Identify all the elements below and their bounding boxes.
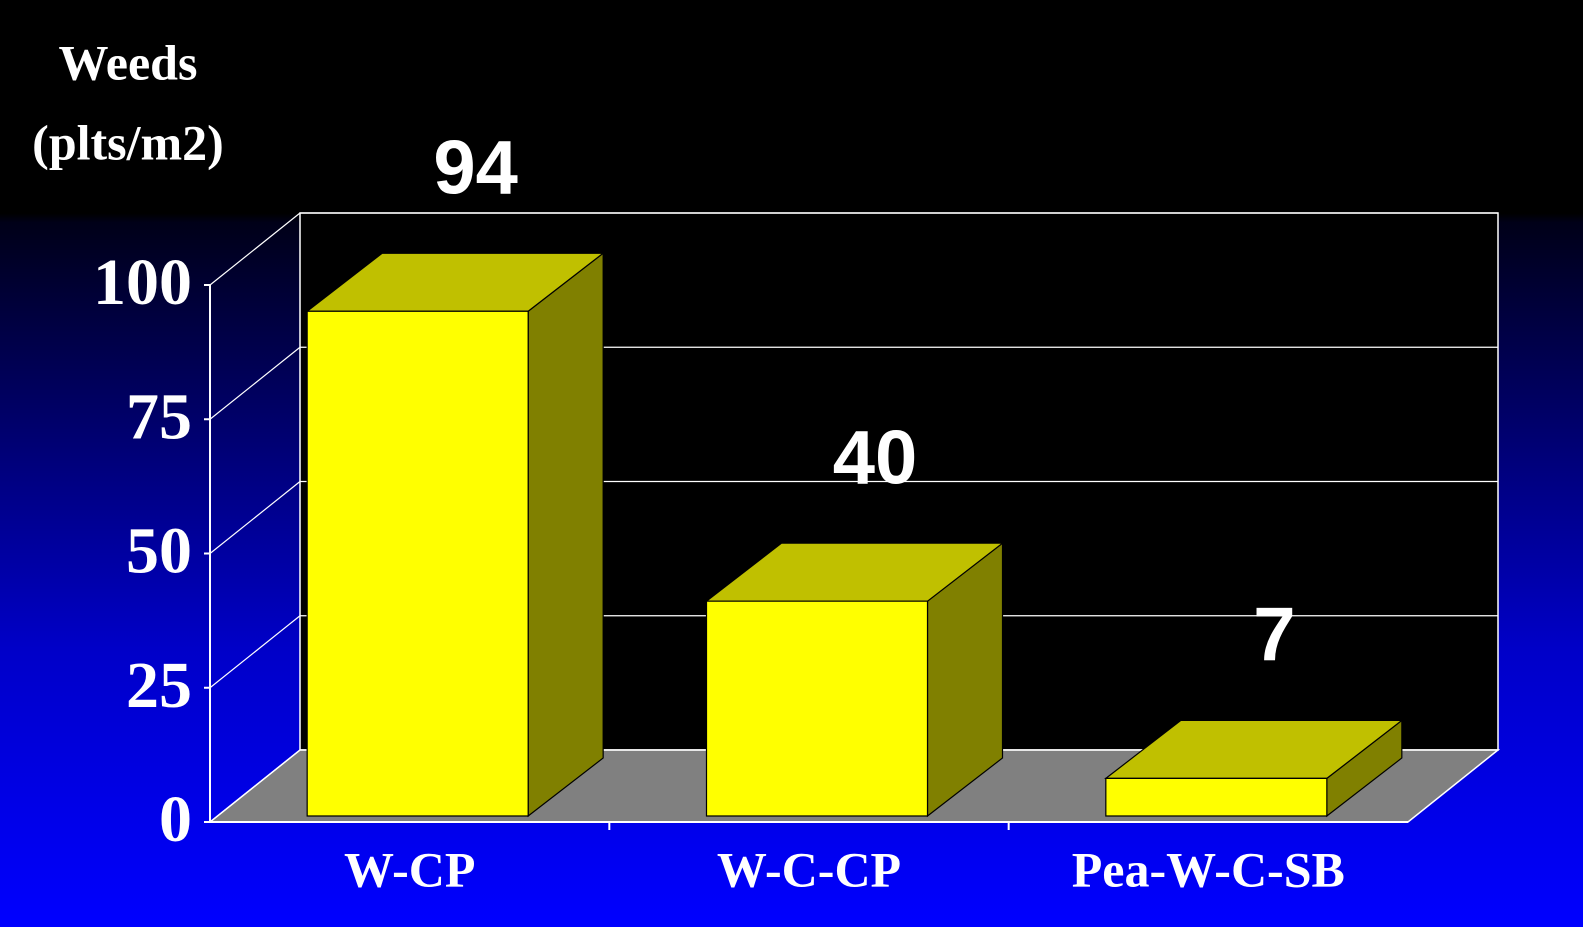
bar [704, 541, 1005, 818]
y-tick-label: 0 [159, 783, 192, 856]
y-tick-label: 50 [126, 515, 192, 588]
value-label: 7 [1253, 592, 1295, 677]
y-tick-label: 100 [93, 246, 192, 319]
bar [305, 251, 605, 818]
bar-face [306, 310, 529, 817]
y-tick-label: 25 [126, 649, 192, 722]
x-tick-label: W-CP [344, 841, 475, 897]
grid-line [209, 749, 301, 823]
bar-face [527, 251, 604, 818]
bar-face [705, 600, 929, 817]
bar [1104, 719, 1404, 818]
x-tick-label: Pea-W-C-SB [1072, 841, 1345, 897]
grid-line [209, 212, 301, 286]
value-label: 94 [433, 125, 518, 210]
y-axis-title: (plts/m2) [32, 114, 224, 170]
y-tick-label: 75 [126, 380, 192, 453]
grid-line [209, 481, 301, 554]
x-tick-label: W-C-CP [717, 841, 901, 897]
grid-line [209, 615, 301, 689]
value-label: 40 [833, 415, 918, 500]
y-axis-title: Weeds [59, 34, 198, 90]
bar-face [1105, 777, 1328, 817]
grid-line [209, 346, 301, 420]
